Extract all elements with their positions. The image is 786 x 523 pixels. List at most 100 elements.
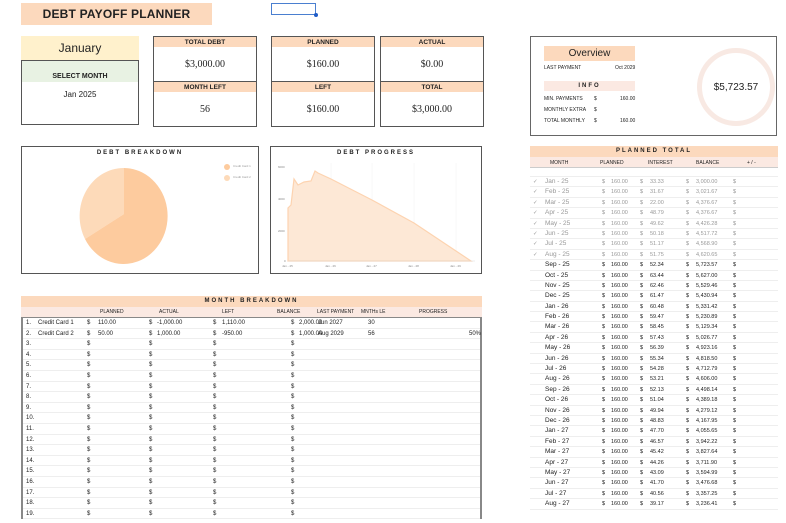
table-row[interactable]: 9. $ $ $ $ <box>23 403 480 414</box>
table-header: PLANNED ACTUAL LEFT BALANCE LAST PAYMENT… <box>21 307 482 317</box>
currency: $ <box>87 383 91 390</box>
planned-total-table: PLANNED TOTAL MONTH PLANNED INTEREST BAL… <box>530 146 778 510</box>
table-row[interactable]: May - 27 $160.00 $43.09 $3,594.99 $ <box>530 468 778 479</box>
fill-handle[interactable] <box>314 13 318 17</box>
table-row[interactable]: 3. $ $ $ $ <box>23 339 480 350</box>
currency: $ <box>213 510 217 517</box>
currency: $ <box>602 386 606 393</box>
table-row[interactable]: 11. $ $ $ $ <box>23 424 480 435</box>
table-row[interactable]: 13. $ $ $ $ <box>23 445 480 456</box>
table-row[interactable]: ✓ Aug - 25 $160.00 $51.75 $4,620.65 $ <box>530 250 778 261</box>
currency: $ <box>686 459 690 466</box>
table-row[interactable]: 10. $ $ $ $ <box>23 413 480 424</box>
balance-cell: 3,827.64 <box>696 449 718 456</box>
month-selector[interactable]: SELECT MONTH Jan 2025 <box>21 60 139 125</box>
month-cell: Mar - 25 <box>545 198 570 206</box>
table-row[interactable]: Jun - 26 $160.00 $55.34 $4,818.50 $ <box>530 354 778 365</box>
table-row[interactable]: Feb - 27 $160.00 $46.57 $3,942.22 $ <box>530 437 778 448</box>
interest-cell: 57.43 <box>650 334 664 341</box>
table-row[interactable]: Feb - 26 $160.00 $59.47 $5,230.89 $ <box>530 312 778 323</box>
table-row[interactable]: Aug - 26 $160.00 $53.21 $4,606.00 $ <box>530 374 778 385</box>
currency: $ <box>602 303 606 310</box>
info-title: INFO <box>544 81 635 91</box>
table-row[interactable]: 19. $ $ $ $ <box>23 509 480 520</box>
table-row[interactable]: 16. $ $ $ $ <box>23 477 480 488</box>
currency: $ <box>149 500 153 507</box>
debt-progress-chart[interactable]: DEBT PROGRESS 6000 4000 2000 0 Jan - 25 Jan … <box>270 146 482 274</box>
check-icon: ✓ <box>533 179 538 185</box>
currency: $ <box>87 510 91 517</box>
table-row[interactable]: ✓ Apr - 25 $160.00 $48.79 $4,376.67 $ <box>530 208 778 219</box>
currency: $ <box>686 397 690 404</box>
table-row[interactable]: 14. $ $ $ $ <box>23 456 480 467</box>
table-row[interactable]: 7. $ $ $ $ <box>23 382 480 393</box>
interest-cell: 52.34 <box>650 262 664 269</box>
table-row[interactable]: ✓ Jun - 25 $160.00 $50.18 $4,517.72 $ <box>530 229 778 240</box>
table-row[interactable]: Jun - 27 $160.00 $41.70 $3,476.68 $ <box>530 478 778 489</box>
table-row[interactable]: ✓ May - 25 $160.00 $49.62 $4,426.28 $ <box>530 219 778 229</box>
table-row[interactable]: Mar - 26 $160.00 $58.45 $5,129.34 $ <box>530 322 778 333</box>
last-payment-value: Oct 2029 <box>615 65 636 71</box>
table-row[interactable]: Apr - 26 $160.00 $57.43 $5,026.77 $ <box>530 333 778 344</box>
currency: $ <box>640 293 644 300</box>
currency: $ <box>87 394 91 401</box>
table-row[interactable]: 18. $ $ $ $ <box>23 498 480 509</box>
select-month-value[interactable]: Jan 2025 <box>63 90 97 99</box>
row-number: 2. <box>26 330 32 337</box>
table-row[interactable]: 4. $ $ $ $ <box>23 350 480 361</box>
table-row[interactable]: Jul - 26 $160.00 $54.28 $4,712.79 $ <box>530 364 778 375</box>
currency: $ <box>733 189 737 196</box>
planned-cell: 160.00 <box>611 449 628 456</box>
table-row[interactable]: ✓ Jul - 25 $160.00 $51.17 $4,568.90 $ <box>530 239 778 250</box>
currency: $ <box>733 314 737 321</box>
table-row[interactable]: 5. $ $ $ $ <box>23 360 480 371</box>
table-row[interactable]: May - 26 $160.00 $56.39 $4,923.16 $ <box>530 343 778 354</box>
table-row[interactable]: Dec - 25 $160.00 $61.47 $5,430.94 $ <box>530 291 778 302</box>
table-row[interactable]: 1. Credit Card 1 $110.00 $ -1,000.00 $1,110.0… <box>23 318 480 329</box>
debt-breakdown-chart[interactable]: DEBT BREAKDOWN Credit Card 1 Credit Card… <box>21 146 259 274</box>
table-row[interactable]: Apr - 27 $160.00 $44.26 $3,711.90 $ <box>530 458 778 468</box>
selected-cell[interactable] <box>271 3 316 15</box>
table-row[interactable]: Dec - 26 $160.00 $48.83 $4,167.95 $ <box>530 416 778 427</box>
currency: $ <box>686 449 690 456</box>
check-icon: ✓ <box>533 241 538 248</box>
table-row[interactable]: 8. $ $ $ $ <box>23 392 480 403</box>
planned-total-body: ✓ Jan - 25 $160.00 $33.33 $3,000.00 $ ✓ Feb - 2… <box>530 177 778 510</box>
table-row[interactable]: Nov - 26 $160.00 $49.94 $4,279.12 $ <box>530 406 778 416</box>
table-row[interactable]: 15. $ $ $ $ <box>23 466 480 477</box>
planned-cell: 160.00 <box>611 220 628 227</box>
table-row[interactable]: Oct - 25 $160.00 $63.44 $5,627.00 $ <box>530 271 778 281</box>
table-row[interactable]: ✓ Feb - 25 $160.00 $31.67 $3,021.67 $ <box>530 187 778 198</box>
row-number: 7. <box>26 383 32 390</box>
table-row[interactable]: 17. $ $ $ $ <box>23 488 480 499</box>
planned-cell: 160.00 <box>611 251 628 258</box>
interest-cell: 63.44 <box>650 272 664 279</box>
table-row[interactable]: 6. $ $ $ $ <box>23 371 480 382</box>
table-row[interactable]: Oct - 26 $160.00 $51.04 $4,389.18 $ <box>530 395 778 406</box>
currency: $ <box>602 324 606 331</box>
table-row[interactable]: Sep - 25 $160.00 $52.34 $5,723.57 $ <box>530 260 778 271</box>
table-row[interactable]: Mar - 27 $160.00 $45.42 $3,827.64 $ <box>530 447 778 458</box>
currency: $ <box>149 457 153 464</box>
table-row[interactable]: Jul - 27 $160.00 $40.56 $3,357.25 $ <box>530 489 778 500</box>
month-cell: Jan - 27 <box>545 427 569 435</box>
currency: $ <box>686 293 690 300</box>
table-row[interactable]: Nov - 25 $160.00 $62.46 $5,529.46 $ <box>530 281 778 292</box>
currency: $ <box>291 341 295 348</box>
table-row[interactable]: ✓ Mar - 25 $160.00 $22.00 $4,376.67 $ <box>530 198 778 209</box>
planned-cell: 160.00 <box>611 376 628 383</box>
currency: $ <box>686 251 690 258</box>
table-row[interactable]: Jan - 27 $160.00 $47.70 $4,055.65 $ <box>530 426 778 437</box>
table-row[interactable]: ✓ Jan - 25 $160.00 $33.33 $3,000.00 $ <box>530 177 778 188</box>
table-row[interactable]: 12. $ $ $ $ <box>23 435 480 446</box>
currency: $ <box>686 324 690 331</box>
row-number: 16. <box>26 478 35 485</box>
currency: $ <box>733 262 737 269</box>
legend-item: Credit Card 1 <box>233 164 251 168</box>
table-row[interactable]: Sep - 26 $160.00 $52.13 $4,498.14 $ <box>530 385 778 396</box>
currency: $ <box>640 397 644 404</box>
table-row[interactable]: 2. Credit Card 2 $50.00 $1,000.00 $ -950.00 $1… <box>23 329 481 340</box>
currency: $ <box>87 425 91 432</box>
table-row[interactable]: Aug - 27 $160.00 $39.17 $3,236.41 $ <box>530 499 778 510</box>
table-row[interactable]: Jan - 26 $160.00 $60.48 $5,331.42 $ <box>530 302 778 313</box>
